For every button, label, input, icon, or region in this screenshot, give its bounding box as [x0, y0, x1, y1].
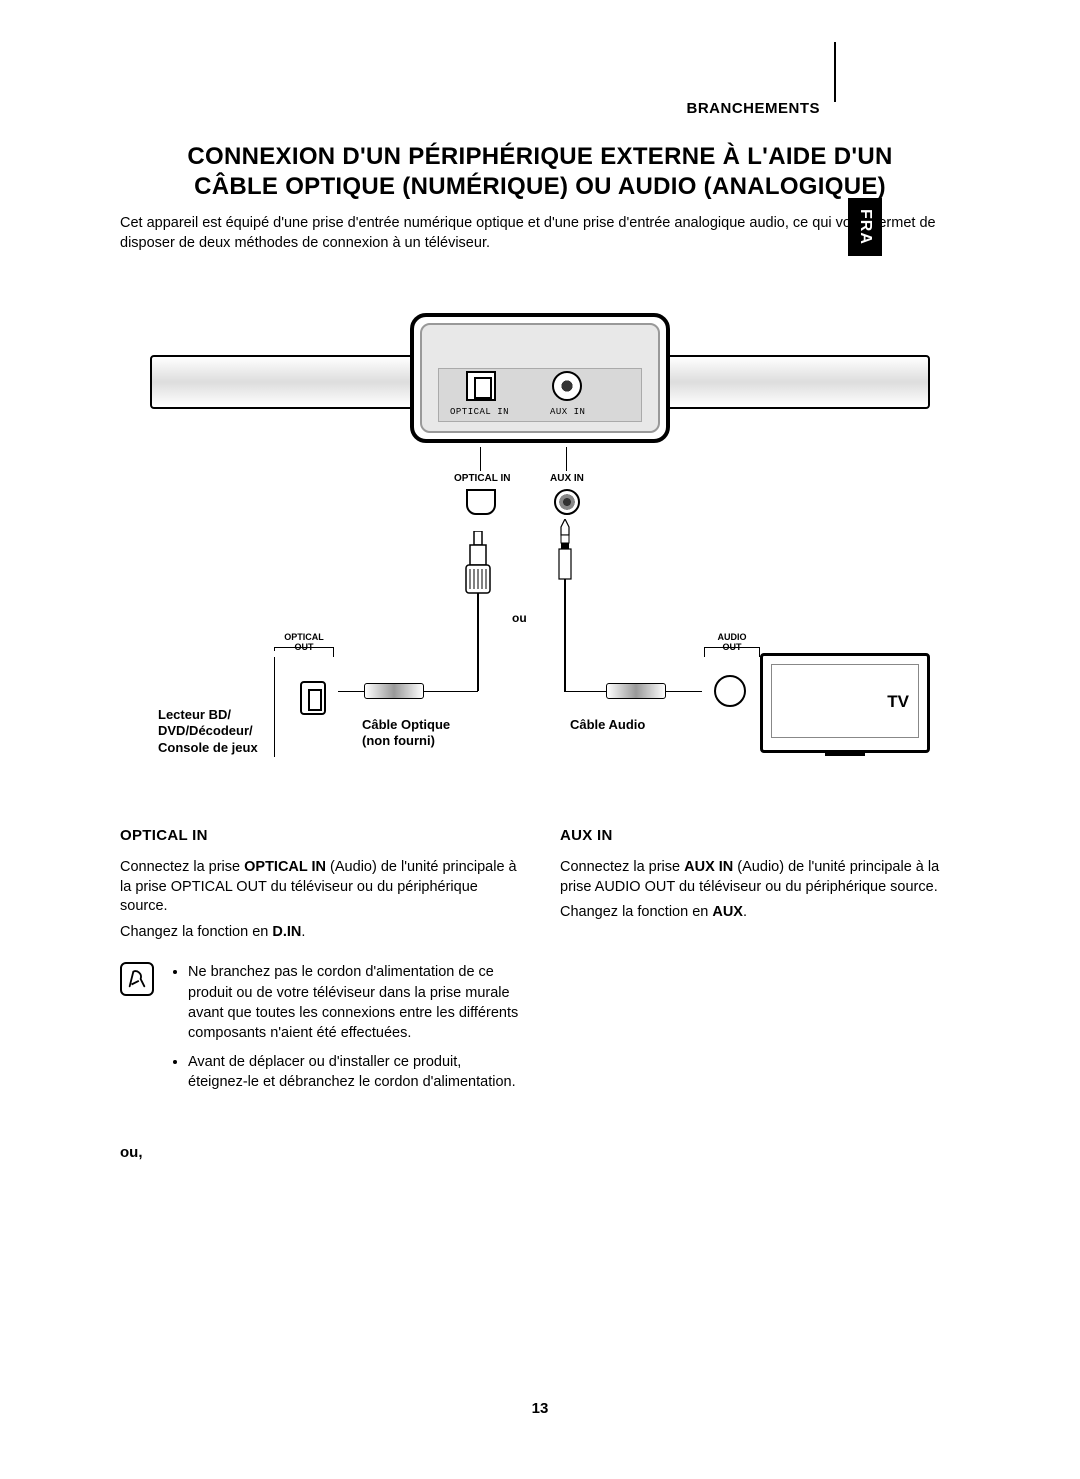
optical-port-icon	[466, 371, 496, 401]
title-line-1: CONNEXION D'UN PÉRIPHÉRIQUE EXTERNE À L'…	[187, 143, 892, 170]
aux-heading: AUX IN	[560, 827, 960, 844]
cable-line	[564, 619, 566, 691]
aux-plug-icon	[556, 519, 574, 619]
tv-aux-port-icon	[714, 675, 746, 707]
optical-heading: OPTICAL IN	[120, 827, 520, 844]
optical-column: OPTICAL IN Connectez la prise OPTICAL IN…	[120, 827, 520, 1100]
header-rule	[834, 42, 836, 102]
intro-text: Cet appareil est équipé d'une prise d'en…	[120, 214, 940, 253]
aux-p2: Changez la fonction en AUX.	[560, 903, 960, 923]
title-line-2: CÂBLE OPTIQUE (NUMÉRIQUE) OU AUDIO (ANAL…	[194, 173, 886, 200]
page-number: 13	[0, 1400, 1080, 1417]
device-label: Lecteur BD/ DVD/Décodeur/ Console de jeu…	[158, 707, 258, 756]
section-label: BRANCHEMENTS	[687, 100, 821, 117]
cable-audio-label: Câble Audio	[570, 717, 645, 733]
port-label-aux: AUX IN	[550, 407, 585, 417]
aux-port-icon	[552, 371, 582, 401]
small-label-optical: OPTICAL IN	[454, 473, 510, 484]
note-list: Ne branchez pas le cordon d'alimentation…	[170, 962, 520, 1100]
cable-line	[477, 621, 479, 691]
optical-jack-icon	[466, 489, 496, 515]
audio-out-label: AUDIOOUT	[710, 633, 754, 653]
connection-diagram: OPTICAL IN AUX IN OPTICAL IN AUX IN	[150, 313, 930, 783]
optical-p1: Connectez la prise OPTICAL IN (Audio) de…	[120, 858, 520, 917]
optical-p2: Changez la fonction en D.IN.	[120, 923, 520, 943]
aux-jack-icon	[554, 489, 580, 515]
port-label-optical: OPTICAL IN	[450, 407, 509, 417]
device-frame	[150, 651, 284, 701]
optical-out-label: OPTICALOUT	[280, 633, 328, 653]
manual-page: BRANCHEMENTS FRA CONNEXION D'UN PÉRIPHÉR…	[0, 0, 1080, 1201]
aux-p1: Connectez la prise AUX IN (Audio) de l'u…	[560, 858, 960, 897]
tv-label: TV	[887, 692, 909, 712]
aux-column: AUX IN Connectez la prise AUX IN (Audio)…	[560, 827, 960, 1100]
instruction-columns: OPTICAL IN Connectez la prise OPTICAL IN…	[120, 827, 960, 1100]
group-rule	[274, 657, 275, 757]
optical-hplug-icon	[364, 683, 424, 699]
lead-line	[566, 447, 567, 471]
device-optical-port-icon	[300, 681, 326, 715]
page-title: CONNEXION D'UN PÉRIPHÉRIQUE EXTERNE À L'…	[120, 142, 960, 202]
optical-plug-icon	[464, 531, 492, 621]
note-row: Ne branchez pas le cordon d'alimentation…	[120, 962, 520, 1100]
ou-center-label: ou	[512, 611, 527, 625]
small-label-aux: AUX IN	[550, 473, 584, 484]
ou-footer-label: ou,	[120, 1144, 960, 1161]
tv-icon: TV	[760, 653, 930, 753]
language-tab: FRA	[848, 198, 882, 256]
cable-optical-label: Câble Optique (non fourni)	[362, 717, 450, 748]
note-item: Ne branchez pas le cordon d'alimentation…	[188, 962, 520, 1043]
note-icon	[120, 962, 154, 996]
aux-hplug-icon	[606, 683, 666, 699]
lead-line	[480, 447, 481, 471]
note-item: Avant de déplacer ou d'installer ce prod…	[188, 1052, 520, 1093]
